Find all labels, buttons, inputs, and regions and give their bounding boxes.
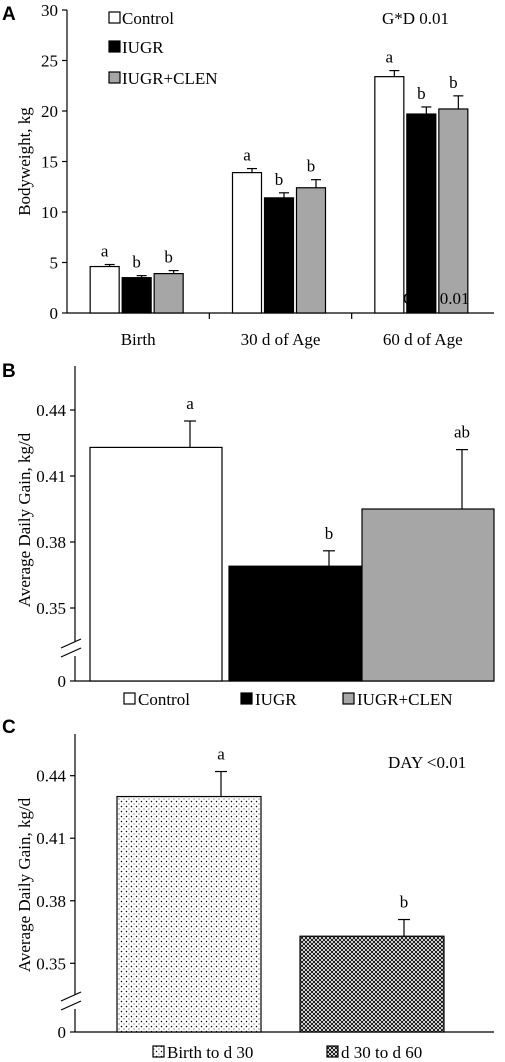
bar [438,108,469,314]
x-category-label: Birth [121,330,156,349]
y-tick-label: 0.41 [36,467,66,486]
bar [116,795,262,1033]
y-tick-label: 0 [58,672,67,691]
legend-swatch [123,692,136,705]
y-tick-label: 0.38 [36,892,66,911]
y-tick-label: 0.44 [36,401,66,420]
axis-break-mark [60,638,82,649]
bar [89,446,223,682]
y-tick-label: 5 [50,254,59,273]
bar [263,197,295,314]
legend-label: IUGR [255,690,297,709]
y-tick-label: 0 [50,304,59,323]
y-tick-label: 0.38 [36,533,66,552]
bar [361,508,495,682]
y-tick-label: 10 [41,203,58,222]
legend-swatch [326,1045,339,1058]
significance-letter: b [275,170,284,189]
significance-letter: b [325,524,334,543]
stat-annotation: DAY <0.01 [388,753,466,772]
significance-letter: ab [454,423,470,442]
y-tick-label: 30 [41,1,58,20]
significance-letter: b [132,253,141,272]
bar [374,76,405,314]
y-tick-label: 0.41 [36,829,66,848]
bar [121,277,152,314]
significance-letter: b [449,73,458,92]
legend-swatch [152,1045,165,1058]
significance-letter: a [217,745,225,764]
significance-letter: b [307,157,316,176]
legend-label: IUGR [122,38,164,57]
axis-break-mark [60,1000,82,1011]
stat-annotation: GRP 0.01 [403,289,469,308]
panel-label: A [2,4,16,25]
bar [231,172,263,314]
significance-letter: b [164,248,173,267]
axis-break-mark [60,647,82,658]
panel-label: C [2,717,16,738]
legend-swatch [108,11,121,24]
significance-letter: b [400,893,409,912]
bar [406,113,437,314]
legend-swatch [240,692,253,705]
significance-letter: a [186,394,194,413]
y-axis-title: Average Daily Gain, kg/d [15,797,34,972]
stat-annotation: G*D 0.01 [382,9,449,28]
y-tick-label: 15 [41,153,58,172]
legend-label: Control [122,9,174,28]
legend-label: d 30 to d 60 [341,1043,422,1062]
axis-break-mark [60,991,82,1002]
y-tick-label: 0.44 [36,767,66,786]
legend-label: Control [138,690,190,709]
significance-letter: a [243,146,251,165]
legend-swatch [342,692,355,705]
bar [295,187,327,314]
x-category-label: 30 d of Age [241,330,321,349]
y-tick-label: 25 [41,52,58,71]
legend-label: Birth to d 30 [167,1043,253,1062]
y-tick-label: 0.35 [36,954,66,973]
bar [299,935,445,1033]
significance-letter: a [101,242,109,261]
bar [89,265,120,314]
legend-swatch [108,40,121,53]
legend-swatch [108,71,121,84]
y-tick-label: 20 [41,102,58,121]
legend-label: IUGR+CLEN [357,690,453,709]
legend-label: IUGR+CLEN [122,69,218,88]
y-axis-title: Average Daily Gain, kg/d [15,432,34,607]
bar [153,273,184,314]
bar [228,565,362,682]
significance-letter: b [417,84,426,103]
y-tick-label: 0.35 [36,599,66,618]
x-category-label: 60 d of Age [383,330,463,349]
panel-a-bodyweight-chart: A 0 5 10 15 20 25 30 Bodyweight, kg Birth a b b 30 d … [2,1,494,349]
significance-letter: a [386,48,394,67]
panel-label: B [2,361,16,382]
y-tick-label: 0 [58,1023,67,1042]
y-axis-title: Bodyweight, kg [15,107,34,216]
